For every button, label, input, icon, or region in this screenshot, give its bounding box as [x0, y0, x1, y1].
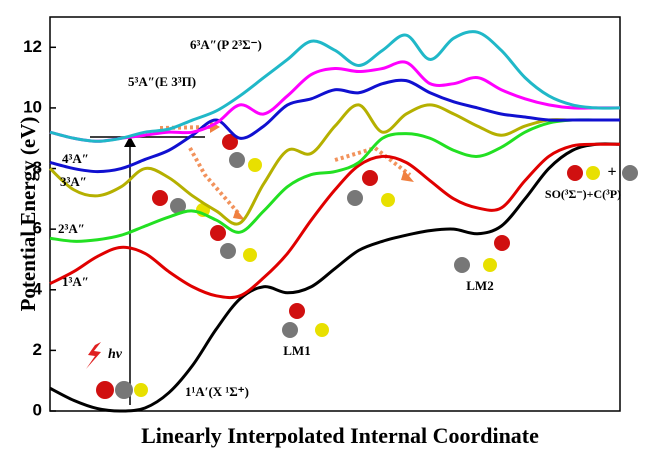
- series-label: 6³A″(P 2³Σ⁻): [190, 37, 262, 52]
- series-line: [50, 144, 620, 411]
- annotation: LM1: [283, 343, 310, 358]
- x-axis-label: Linearly Interpolated Internal Coordinat…: [141, 423, 539, 448]
- series-label: 4³A″: [62, 151, 89, 166]
- series-label: 1¹A′(X ¹Σ⁺): [185, 384, 249, 399]
- annotation: SO(³Σ⁻)+C(³P): [545, 187, 621, 201]
- svg-text:+: +: [607, 164, 616, 181]
- molecules: +: [96, 134, 638, 399]
- y-tick-label: 12: [23, 37, 42, 56]
- y-tick-label: 2: [33, 340, 42, 359]
- series-label: 1³A″: [62, 274, 89, 289]
- series-line: [50, 120, 620, 242]
- series-label: 2³A″: [58, 221, 85, 236]
- y-tick-label: 8: [33, 158, 42, 177]
- y-tick-label: 6: [33, 219, 42, 238]
- annotation: hv: [108, 347, 123, 362]
- annotation: LM2: [466, 278, 493, 293]
- y-tick-label: 0: [33, 400, 42, 419]
- series-label: 5³A″(E 3³Π): [128, 74, 196, 89]
- series-label: 3³A″: [60, 174, 87, 189]
- y-tick-label: 10: [23, 97, 42, 116]
- chart: Potential Energy (eV) Linearly Interpola…: [0, 0, 647, 451]
- series-line: [50, 144, 620, 297]
- y-tick-label: 4: [33, 279, 43, 298]
